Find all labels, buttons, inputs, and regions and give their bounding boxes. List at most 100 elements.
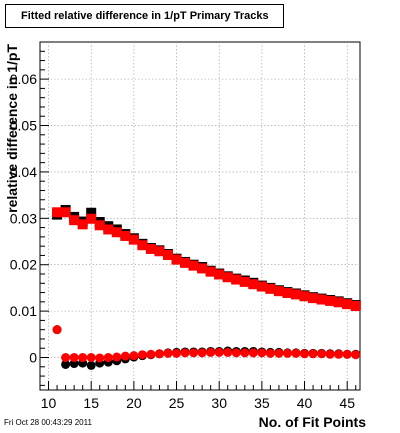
data-point-circle [231,348,241,358]
chart-title-box: Fitted relative difference in 1/pT Prima… [5,4,284,28]
data-point-square [163,249,173,260]
data-point-square [239,276,250,287]
y-axis-label: relative difference in 1/pT [4,44,20,213]
data-point-circle [154,349,164,359]
data-point-square [77,219,88,230]
data-point-square [333,297,344,308]
data-point-circle [189,348,199,358]
series-3 [52,325,361,363]
data-point-circle [180,348,190,358]
data-point-circle [291,348,301,358]
data-point-circle [308,349,318,359]
data-point-square [120,230,131,241]
data-point-circle [78,353,88,363]
series-2 [52,325,361,370]
data-point-circle [61,359,71,369]
x-axis-label: No. of Fit Points [259,414,367,430]
data-point-square [342,299,353,310]
data-point-circle [248,348,258,358]
data-point-square [86,213,97,224]
y-tick-label: 0.05 [10,118,37,134]
data-point-square [60,207,71,218]
data-point-square [222,272,233,283]
y-tick-label: 0.02 [10,257,37,273]
data-point-circle [86,360,96,370]
y-tick-label: 0.01 [10,303,37,319]
data-point-circle [197,348,207,358]
data-point-circle [137,350,147,360]
axes: 10 15 20 25 30 35 40 45 0 0.01 0.02 0.03 0.04 0.05 0.0… [10,50,357,411]
data-point-square [180,257,191,268]
data-point-circle [265,348,275,358]
data-point-square [171,254,182,265]
data-point-square [94,220,105,231]
data-point-square [308,293,319,304]
data-point-circle [317,349,327,359]
data-point-square [69,215,80,226]
data-point-circle [223,347,233,357]
data-point-square [137,240,148,251]
data-point-circle [325,349,335,359]
data-point-square [256,281,267,292]
chart-title: Fitted relative difference in 1/pT Prima… [21,10,269,22]
data-point-circle [61,353,71,363]
y-tick-label: 0.06 [10,71,37,87]
data-point-circle [146,349,156,359]
data-point-circle [120,351,130,361]
x-tick-label: 15 [83,395,99,411]
data-point-square [299,291,310,302]
data-point-circle [334,349,344,359]
series-1 [52,207,361,312]
data-point-circle [206,347,216,357]
data-point-square [197,263,208,274]
data-point-circle [69,353,79,363]
x-tick-label: 45 [339,395,355,411]
data-point-circle [103,353,113,363]
data-point-square [316,294,327,305]
data-point-square [52,207,63,218]
x-tick-label: 25 [169,395,185,411]
data-point-square [205,266,216,277]
data-point-circle [52,325,62,335]
data-point-circle [240,348,250,358]
data-point-circle [282,348,292,358]
data-point-circle [112,352,122,362]
data-point-square [273,286,284,297]
data-point-square [188,260,199,271]
data-point-circle [351,350,361,360]
x-tick-label: 30 [211,395,227,411]
data-point-circle [257,348,267,358]
x-tick-label: 20 [126,395,142,411]
data-point-circle [172,348,182,358]
data-point-circle [163,348,173,358]
data-point-circle [86,353,96,363]
data-point-square [128,234,139,245]
data-point-square [350,301,361,312]
plot-frame [39,41,361,391]
data-point-square [111,227,122,238]
data-point-square [103,224,114,235]
data-point-circle [129,351,139,361]
data-point-square [282,288,293,299]
timestamp: Fri Oct 28 00:43:29 2011 [4,418,92,427]
data-point-square [86,207,97,218]
data-point-square [154,246,165,257]
y-tick-label: 0 [29,350,37,366]
data-point-square [325,295,336,306]
data-point-circle [95,353,105,363]
data-point-square [291,289,301,300]
x-tick-label: 35 [254,395,270,411]
y-tick-label: 0.03 [10,210,37,226]
data-point-square [214,269,225,280]
y-tick-label: 0.04 [10,164,37,180]
x-tick-label: 10 [41,395,57,411]
data-point-square [231,274,242,285]
data-point-circle [274,348,284,358]
data-point-square [265,283,276,294]
data-point-circle [342,349,352,359]
data-marks [52,204,361,370]
data-point-square [145,243,156,254]
data-point-circle [300,349,310,359]
data-point-square [248,279,259,290]
